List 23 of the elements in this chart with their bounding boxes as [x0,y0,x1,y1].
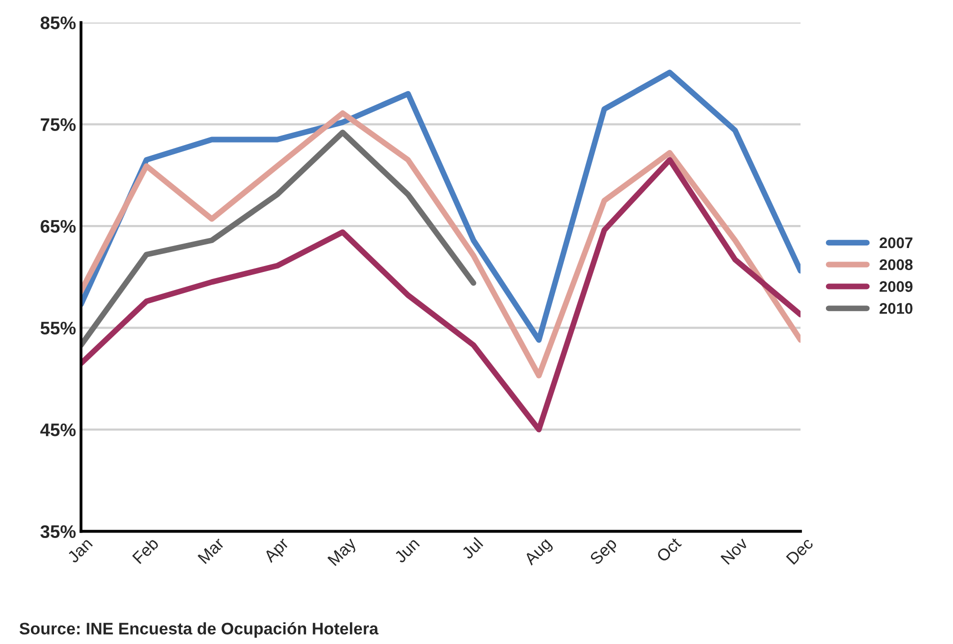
y-tick-label: 65% [40,220,76,233]
x-tick-label: Mar [198,536,225,564]
y-tick-label: 75% [40,118,76,132]
legend-label: 2007 [880,237,912,248]
x-tick-label: Jul [460,536,484,560]
source-note: Source: INE Encuesta de Ocupación Hotelera [20,622,379,638]
legend-label: 2009 [880,281,912,292]
x-tick-label: Apr [263,536,292,566]
legend-label: 2010 [880,303,912,314]
x-tick-label: May [327,536,360,568]
x-tick-label: Nov [720,536,749,565]
x-tick-label: Dec [786,536,814,565]
x-tick-label: Jan [66,537,93,564]
x-tick-label: Aug [523,537,554,568]
y-tick-label: 55% [40,322,76,335]
x-tick-label: Feb [132,536,160,564]
x-tick-label: Oct [656,536,682,563]
y-tick-label: 35% [40,525,76,538]
legend-label: 2008 [880,259,913,270]
y-tick-label: 45% [40,424,76,436]
x-tick-label: Jun [394,537,420,564]
y-tick-label: 85% [40,16,76,30]
x-tick-label: Sep [589,536,620,568]
